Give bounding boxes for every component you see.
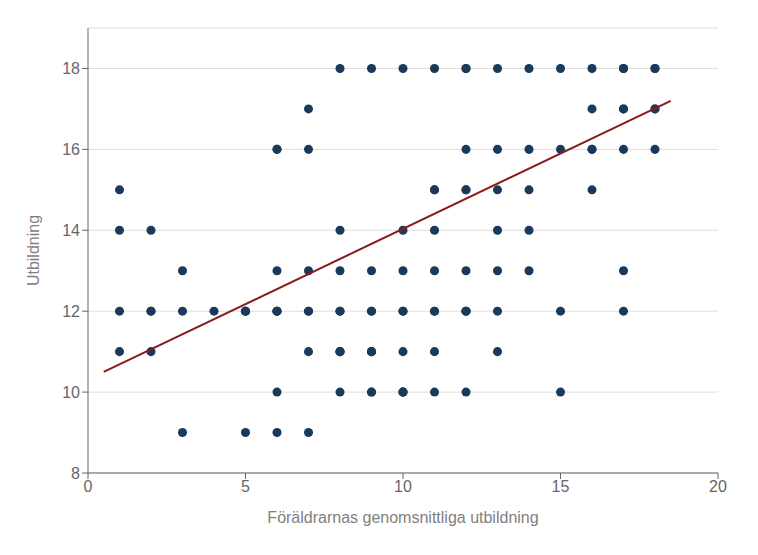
svg-text:12: 12: [62, 303, 80, 320]
svg-text:10: 10: [394, 478, 412, 495]
svg-text:0: 0: [84, 478, 93, 495]
svg-text:15: 15: [552, 478, 570, 495]
svg-text:14: 14: [62, 222, 80, 239]
svg-text:20: 20: [709, 478, 727, 495]
svg-text:Föräldrarnas genomsnittliga ut: Föräldrarnas genomsnittliga utbildning: [267, 509, 538, 526]
svg-text:8: 8: [71, 465, 80, 482]
svg-text:16: 16: [62, 141, 80, 158]
svg-text:Utbildning: Utbildning: [25, 215, 42, 286]
svg-text:5: 5: [241, 478, 250, 495]
svg-text:18: 18: [62, 60, 80, 77]
svg-text:10: 10: [62, 384, 80, 401]
